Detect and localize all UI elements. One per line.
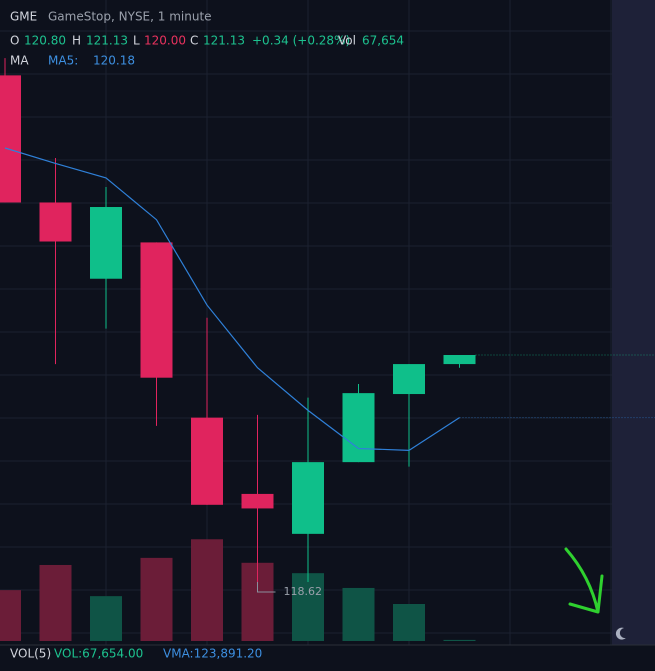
theme-toggle[interactable] (615, 627, 626, 640)
arrow-annotation (564, 547, 604, 614)
change: +0.34 (+0.28%) (252, 34, 350, 48)
vma-value: VMA:123,891.20 (163, 647, 262, 661)
open-label: O (10, 34, 19, 48)
volume-bar (393, 603, 425, 641)
symbol: GME (10, 10, 37, 24)
high-label: H (72, 34, 81, 48)
candle-body (292, 462, 324, 534)
ma-line (4, 147, 460, 451)
volume-label: Vol (338, 34, 356, 48)
volume-value: 67,654 (362, 34, 404, 48)
low-value: 120.00 (144, 34, 186, 48)
description: GameStop, NYSE, 1 minute (48, 10, 212, 24)
volume-bar (443, 639, 476, 641)
ma-label: MA (10, 54, 29, 68)
candle-body (443, 355, 476, 365)
high-value: 121.13 (86, 34, 128, 48)
volume-bar (0, 590, 21, 641)
close-value: 121.13 (203, 34, 245, 48)
ma-name: MA5: (48, 54, 78, 68)
candle-body (140, 242, 173, 378)
vol-value: VOL:67,654.00 (54, 647, 143, 661)
candle-body (241, 493, 274, 509)
volume-bar (342, 587, 375, 641)
low-marker (257, 581, 276, 593)
plot: 118.62 (0, 58, 655, 641)
candle-body (39, 202, 72, 242)
candle-body (191, 417, 223, 505)
candle-body (342, 393, 375, 463)
ma-value: 120.18 (93, 54, 135, 68)
volume-bar (39, 564, 72, 641)
low-label: L (133, 34, 140, 48)
close-label: C (190, 34, 198, 48)
open-value: 120.80 (24, 34, 66, 48)
volume-bar (191, 539, 223, 641)
volume-bar (140, 557, 173, 641)
volume-bar (292, 573, 324, 641)
volume-bar (90, 596, 122, 641)
vol-name: VOL(5) (10, 647, 51, 661)
candle-body (393, 364, 425, 395)
low-label: 118.62 (284, 585, 323, 598)
candle-body (90, 207, 122, 279)
future-area (612, 0, 655, 645)
candle-body (0, 75, 21, 203)
